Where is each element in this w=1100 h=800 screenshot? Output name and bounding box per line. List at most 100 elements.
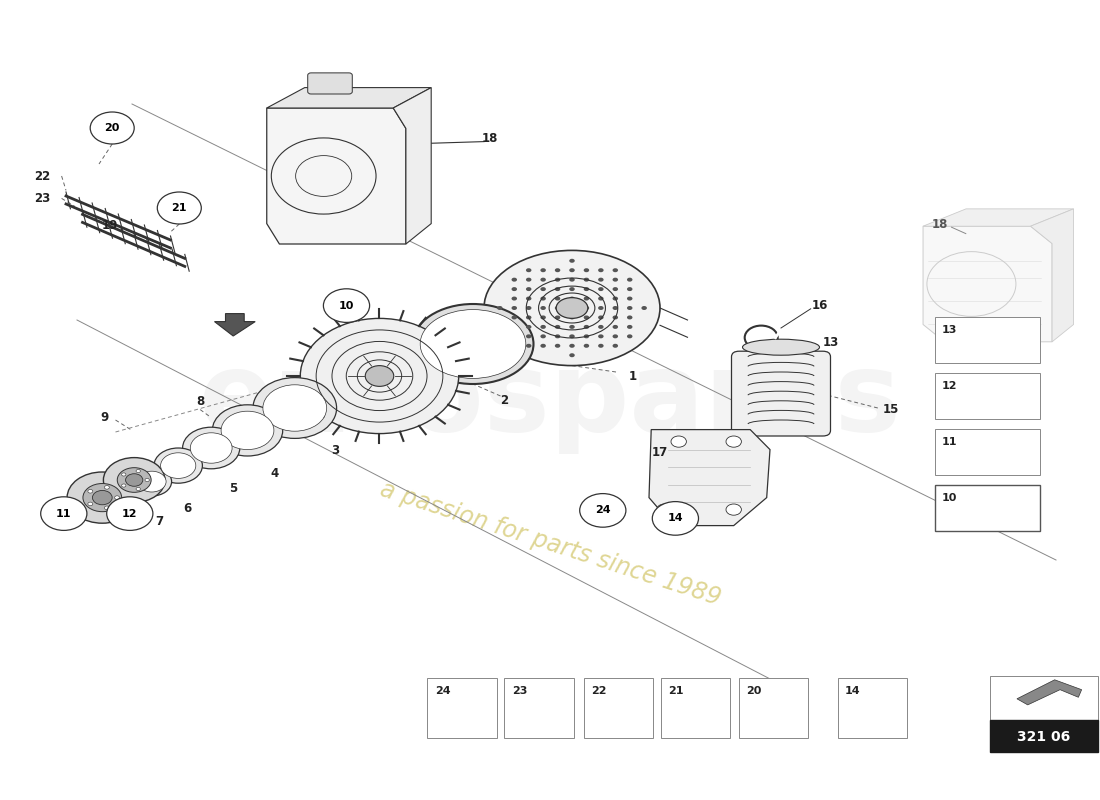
Circle shape [136, 487, 141, 490]
Circle shape [526, 278, 531, 282]
Text: 23: 23 [512, 686, 527, 696]
Circle shape [122, 473, 125, 476]
Circle shape [122, 484, 125, 487]
Circle shape [540, 287, 546, 291]
Circle shape [540, 334, 546, 338]
Circle shape [323, 289, 370, 322]
Circle shape [598, 278, 604, 282]
Circle shape [570, 354, 574, 358]
Circle shape [157, 192, 201, 224]
Circle shape [540, 325, 546, 329]
Circle shape [584, 325, 590, 329]
Circle shape [526, 268, 531, 272]
Circle shape [627, 306, 632, 310]
Ellipse shape [484, 250, 660, 366]
Text: 12: 12 [942, 381, 957, 390]
FancyBboxPatch shape [504, 678, 574, 738]
Circle shape [641, 306, 647, 310]
Polygon shape [1016, 680, 1081, 705]
Text: 14: 14 [845, 686, 860, 696]
Circle shape [221, 411, 274, 450]
Circle shape [154, 448, 202, 483]
FancyBboxPatch shape [990, 676, 1098, 720]
Circle shape [570, 258, 574, 262]
Text: 19: 19 [102, 219, 118, 232]
Circle shape [570, 325, 574, 329]
Circle shape [584, 268, 590, 272]
Circle shape [580, 494, 626, 527]
Circle shape [540, 344, 546, 348]
Circle shape [88, 490, 92, 493]
Text: 11: 11 [942, 437, 957, 446]
Circle shape [540, 315, 546, 319]
Polygon shape [266, 87, 431, 108]
Circle shape [613, 278, 618, 282]
Circle shape [512, 278, 517, 282]
Circle shape [540, 268, 546, 272]
Text: 16: 16 [812, 299, 827, 312]
Circle shape [613, 306, 618, 310]
Circle shape [570, 278, 574, 282]
Circle shape [613, 334, 618, 338]
Circle shape [82, 483, 122, 512]
Circle shape [598, 287, 604, 291]
Polygon shape [266, 108, 406, 244]
Circle shape [526, 287, 531, 291]
Circle shape [263, 385, 327, 431]
Circle shape [253, 378, 337, 438]
Circle shape [627, 325, 632, 329]
FancyBboxPatch shape [935, 485, 1040, 531]
Circle shape [570, 315, 574, 319]
Circle shape [598, 268, 604, 272]
FancyBboxPatch shape [660, 678, 730, 738]
Text: 5: 5 [229, 482, 238, 494]
Circle shape [365, 366, 394, 386]
Circle shape [570, 297, 574, 301]
Circle shape [512, 306, 517, 310]
Circle shape [190, 433, 232, 463]
Circle shape [526, 315, 531, 319]
Text: eurospares: eurospares [199, 346, 901, 454]
Circle shape [161, 453, 196, 478]
Circle shape [118, 468, 151, 492]
Circle shape [125, 474, 143, 486]
Text: 13: 13 [942, 325, 957, 334]
Circle shape [88, 502, 92, 506]
Circle shape [598, 325, 604, 329]
Circle shape [183, 427, 240, 469]
Circle shape [613, 325, 618, 329]
Text: 24: 24 [595, 506, 610, 515]
Circle shape [627, 287, 632, 291]
Circle shape [526, 325, 531, 329]
FancyBboxPatch shape [584, 678, 653, 738]
Circle shape [554, 325, 560, 329]
Polygon shape [923, 226, 1052, 342]
Circle shape [526, 344, 531, 348]
Text: 14: 14 [668, 514, 683, 523]
Circle shape [554, 344, 560, 348]
Circle shape [726, 436, 741, 447]
Circle shape [526, 306, 531, 310]
Text: 9: 9 [100, 411, 109, 424]
Text: 3: 3 [331, 444, 340, 457]
Circle shape [540, 306, 546, 310]
FancyBboxPatch shape [935, 373, 1040, 419]
Circle shape [627, 278, 632, 282]
Circle shape [114, 496, 120, 499]
Circle shape [570, 344, 574, 348]
Circle shape [104, 486, 109, 489]
Text: 10: 10 [339, 301, 354, 310]
Circle shape [584, 306, 590, 310]
Circle shape [584, 297, 590, 301]
Circle shape [512, 325, 517, 329]
Circle shape [526, 334, 531, 338]
Circle shape [103, 458, 165, 502]
Circle shape [652, 502, 698, 535]
Circle shape [584, 334, 590, 338]
Circle shape [132, 467, 172, 496]
Circle shape [300, 318, 459, 434]
Text: 2: 2 [499, 394, 508, 406]
Circle shape [497, 306, 503, 310]
Text: 20: 20 [104, 123, 120, 133]
Circle shape [613, 297, 618, 301]
